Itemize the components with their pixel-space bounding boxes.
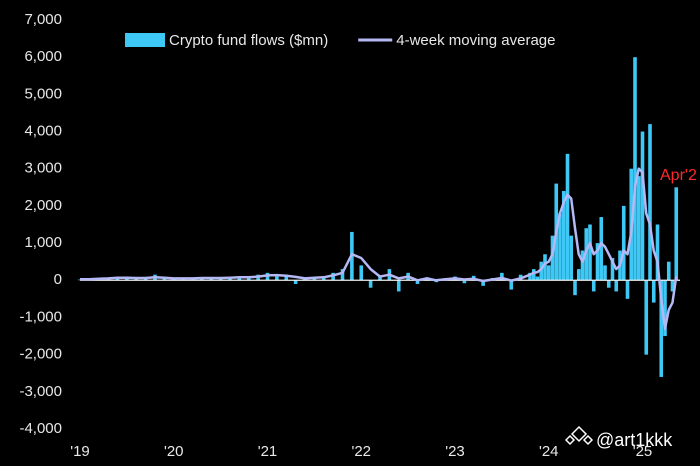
x-tick-label: '19 xyxy=(70,443,90,460)
bar xyxy=(275,276,279,281)
bar xyxy=(670,280,675,292)
bar xyxy=(655,224,660,281)
x-tick-label: '24 xyxy=(539,443,559,460)
bar xyxy=(648,124,652,281)
bar xyxy=(603,265,607,281)
legend-label: 4-week moving average xyxy=(396,32,555,49)
bar xyxy=(674,187,679,281)
bar xyxy=(558,213,562,281)
bar xyxy=(535,276,540,281)
bar xyxy=(284,274,289,281)
bar xyxy=(599,217,604,281)
bar xyxy=(621,205,626,281)
bar xyxy=(569,235,574,281)
moving-average-line xyxy=(80,167,678,330)
bar xyxy=(134,278,139,281)
annotation: Apr'2 xyxy=(660,167,697,184)
bar xyxy=(576,269,581,281)
y-tick-label: 1,000 xyxy=(24,234,62,251)
y-tick-label: 0 xyxy=(54,271,62,288)
bar xyxy=(162,278,167,281)
y-tick-label: -1,000 xyxy=(19,308,62,325)
bar xyxy=(610,257,615,281)
x-tick-label: '25 xyxy=(633,443,653,460)
bar xyxy=(481,280,485,286)
bar xyxy=(509,280,514,290)
bar xyxy=(580,250,585,281)
legend-label: Crypto fund flows ($mn) xyxy=(169,32,328,49)
bar xyxy=(561,191,566,281)
y-tick-label: 4,000 xyxy=(24,123,62,140)
x-tick-label: '21 xyxy=(258,443,278,460)
bar xyxy=(663,280,667,337)
y-tick-label: 7,000 xyxy=(24,11,62,28)
y-tick-label: -2,000 xyxy=(19,346,62,363)
bar xyxy=(595,243,600,281)
x-tick-label: '20 xyxy=(164,443,184,460)
bar xyxy=(246,277,251,281)
bar xyxy=(625,280,630,299)
bar xyxy=(359,265,364,281)
bar xyxy=(415,280,420,284)
bar xyxy=(293,280,298,284)
bar xyxy=(591,280,596,292)
bar xyxy=(218,278,223,281)
y-tick-label: 6,000 xyxy=(24,48,62,65)
bar xyxy=(539,261,544,281)
y-tick-label: -3,000 xyxy=(19,383,62,400)
bar xyxy=(462,280,467,284)
bar xyxy=(396,280,401,292)
bar xyxy=(588,224,592,281)
bar xyxy=(640,131,645,281)
bar xyxy=(378,276,382,281)
watermark-text: @art1kkk xyxy=(596,430,673,450)
x-tick-label: '23 xyxy=(445,443,465,460)
bar xyxy=(528,272,532,281)
bar xyxy=(644,280,649,355)
bar xyxy=(340,269,345,281)
bar xyxy=(633,57,637,281)
x-tick-label: '22 xyxy=(351,443,371,460)
bar xyxy=(312,278,317,281)
bar xyxy=(606,280,611,288)
y-tick-label: 5,000 xyxy=(24,85,62,102)
bar xyxy=(546,265,551,281)
bar xyxy=(651,280,656,303)
plot: -4,000 -3,000 -2,000 -1,000 0 1,000 2,000 3,000… xyxy=(19,11,680,460)
bar xyxy=(659,280,664,377)
bar xyxy=(543,254,547,281)
bar xyxy=(500,272,504,281)
bar xyxy=(636,176,641,281)
bar xyxy=(228,277,232,281)
bar xyxy=(614,280,619,292)
watermark-icon xyxy=(564,425,594,446)
legend-swatch xyxy=(125,33,165,47)
y-tick-label: -4,000 xyxy=(19,420,62,437)
bar xyxy=(368,280,373,288)
bar xyxy=(550,235,555,281)
y-tick-label: 2,000 xyxy=(24,197,62,214)
bar xyxy=(573,280,577,296)
y-tick-label: 3,000 xyxy=(24,160,62,177)
bar xyxy=(565,153,570,281)
bar xyxy=(666,261,671,281)
bar xyxy=(531,269,536,281)
watermark: @art1kkk xyxy=(564,425,673,450)
